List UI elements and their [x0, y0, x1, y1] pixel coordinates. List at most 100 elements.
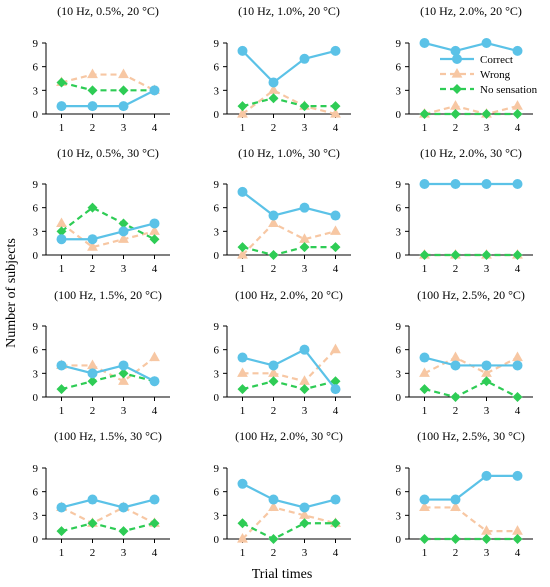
- series-line-no-sensation: [61, 372, 155, 391]
- point-no-sensation: [299, 101, 310, 112]
- x-tick-label: 3: [121, 405, 127, 417]
- point-wrong: [87, 241, 98, 251]
- point-no-sensation: [87, 376, 98, 387]
- point-no-sensation: [481, 250, 492, 260]
- series-wrong: [419, 501, 523, 535]
- point-correct: [512, 470, 523, 481]
- y-tick-label: 0: [214, 250, 220, 262]
- x-tick-label: 3: [121, 122, 127, 134]
- point-wrong: [419, 501, 430, 512]
- point-wrong: [56, 217, 67, 228]
- panel-title: (100 Hz, 2.5%, 20 °C): [417, 288, 525, 302]
- y-tick-label: 0: [33, 250, 39, 262]
- x-tick-label: 1: [59, 263, 65, 275]
- y-tick-label: 9: [396, 38, 402, 50]
- y-tick-label: 6: [396, 203, 402, 215]
- point-no-sensation: [512, 392, 523, 402]
- series-wrong: [419, 249, 523, 259]
- series-wrong: [237, 343, 341, 385]
- point-correct: [149, 494, 160, 505]
- series-no-sensation: [237, 242, 341, 260]
- point-wrong: [118, 375, 129, 385]
- x-tick-label: 4: [333, 405, 339, 417]
- series-line-wrong: [60, 222, 155, 249]
- panel-title: (100 Hz, 2.5%, 30 °C): [417, 429, 525, 443]
- series-line-no-sensation: [242, 97, 336, 108]
- y-tick-label: 6: [396, 487, 402, 499]
- point-correct: [450, 179, 461, 189]
- series-line-correct: [424, 41, 518, 53]
- point-correct: [268, 77, 279, 88]
- x-tick-label: 2: [453, 122, 459, 134]
- series-line-no-sensation: [424, 379, 518, 399]
- point-correct: [330, 384, 341, 395]
- x-tick-label: 1: [240, 405, 246, 417]
- series-correct: [237, 478, 341, 513]
- legend-label: Wrong: [480, 69, 511, 81]
- series-no-sensation: [237, 93, 341, 112]
- series-line-no-sensation: [242, 522, 336, 541]
- x-tick-label: 3: [484, 405, 490, 417]
- x-tick-label: 2: [90, 547, 96, 559]
- series-wrong: [419, 351, 523, 377]
- point-correct: [237, 478, 248, 489]
- legend-marker: [452, 54, 462, 64]
- x-tick-label: 1: [240, 263, 246, 275]
- x-tick-label: 4: [152, 122, 158, 134]
- point-correct: [419, 494, 430, 505]
- series-no-sensation: [237, 518, 341, 544]
- point-wrong: [299, 233, 310, 243]
- point-wrong: [450, 351, 461, 362]
- point-correct: [87, 234, 98, 245]
- y-tick-label: 0: [214, 392, 220, 404]
- series-no-sensation: [419, 109, 523, 119]
- point-correct: [481, 470, 492, 481]
- point-no-sensation: [481, 376, 492, 387]
- point-no-sensation: [512, 250, 523, 260]
- series-no-sensation: [56, 368, 160, 395]
- x-tick-label: 2: [453, 263, 459, 275]
- series-line-wrong: [424, 104, 518, 116]
- series-line-no-sensation: [242, 246, 336, 257]
- point-correct: [419, 352, 430, 363]
- x-axis-label: Trial times: [252, 567, 313, 582]
- x-tick-label: 3: [484, 547, 490, 559]
- series-line-correct: [424, 356, 518, 367]
- point-correct: [237, 352, 248, 363]
- point-no-sensation: [149, 518, 160, 529]
- point-no-sensation: [330, 518, 341, 529]
- point-correct: [330, 494, 341, 505]
- series-correct: [419, 179, 523, 189]
- point-wrong: [512, 351, 523, 362]
- y-tick-label: 9: [214, 38, 220, 50]
- x-tick-label: 1: [422, 405, 428, 417]
- point-no-sensation: [87, 518, 98, 529]
- x-tick-label: 1: [240, 547, 246, 559]
- y-tick-label: 9: [33, 463, 39, 475]
- point-wrong: [330, 108, 341, 118]
- point-wrong: [481, 525, 492, 535]
- y-tick-label: 3: [33, 85, 39, 97]
- x-tick-label: 2: [90, 263, 96, 275]
- point-correct: [419, 179, 430, 189]
- series-line-no-sensation: [61, 522, 155, 533]
- point-wrong: [419, 367, 430, 377]
- point-correct: [419, 38, 430, 48]
- point-no-sensation: [419, 534, 430, 544]
- y-tick-label: 3: [214, 226, 220, 238]
- legend: Correct Wrong No sensation: [440, 54, 538, 96]
- series-line-wrong: [242, 348, 337, 383]
- point-correct: [149, 85, 160, 96]
- y-tick-label: 3: [33, 226, 39, 238]
- point-no-sensation: [330, 101, 341, 112]
- series-no-sensation: [419, 250, 523, 260]
- point-wrong: [481, 367, 492, 377]
- x-tick-label: 1: [422, 263, 428, 275]
- point-no-sensation: [237, 101, 248, 112]
- point-no-sensation: [330, 242, 341, 253]
- x-tick-label: 1: [240, 122, 246, 134]
- panel-title: (100 Hz, 1.5%, 20 °C): [54, 288, 162, 302]
